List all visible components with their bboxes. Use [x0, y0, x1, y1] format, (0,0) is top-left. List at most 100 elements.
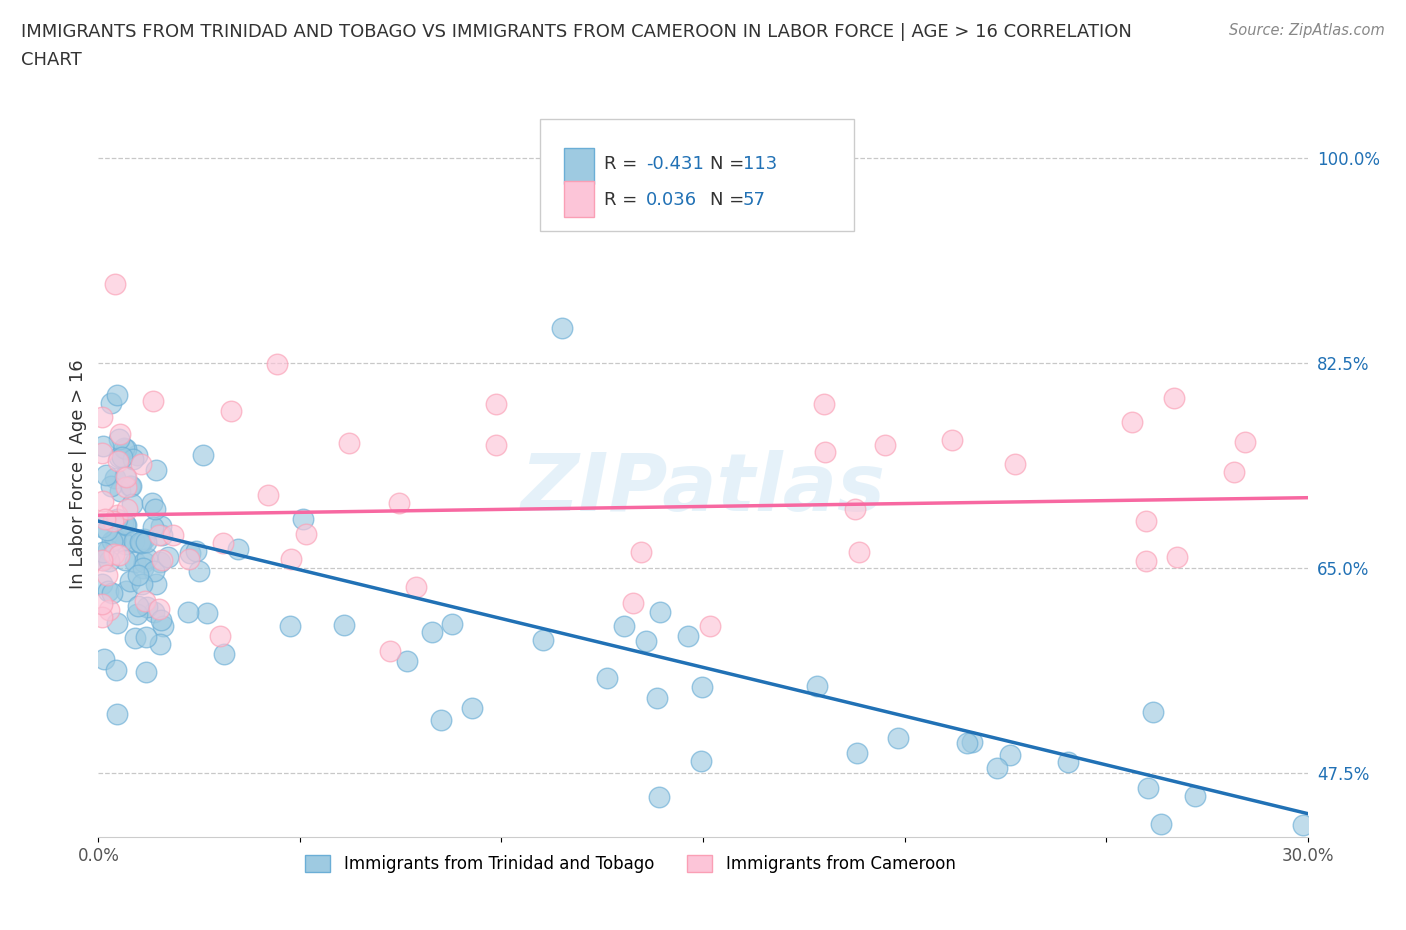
Point	[135, 551, 157, 565]
Point	[485, 396, 508, 411]
Point	[1000, 748, 1022, 763]
Point	[814, 445, 837, 459]
Point	[647, 790, 669, 804]
Point	[101, 534, 124, 549]
Point	[395, 654, 418, 669]
Point	[941, 432, 963, 447]
Text: R =: R =	[603, 191, 643, 209]
Point	[94, 512, 117, 526]
Point	[256, 487, 278, 502]
FancyBboxPatch shape	[564, 180, 595, 217]
Point	[97, 542, 120, 557]
Point	[120, 478, 142, 493]
Point	[226, 542, 249, 557]
Point	[114, 469, 136, 484]
Point	[120, 479, 142, 494]
Point	[142, 394, 165, 409]
Point	[100, 479, 122, 494]
Text: 0.036: 0.036	[647, 191, 697, 209]
Point	[111, 534, 134, 549]
Point	[292, 512, 315, 526]
Point	[1233, 434, 1256, 449]
Point	[97, 584, 120, 599]
Point	[136, 600, 159, 615]
Point	[114, 480, 136, 495]
Point	[873, 438, 896, 453]
Point	[111, 515, 134, 530]
Point	[124, 631, 146, 645]
Point	[621, 595, 644, 610]
Point	[378, 644, 401, 659]
FancyBboxPatch shape	[540, 119, 855, 232]
Point	[177, 604, 200, 619]
Point	[955, 736, 977, 751]
Point	[111, 449, 134, 464]
Point	[211, 536, 233, 551]
Point	[294, 527, 316, 542]
Point	[91, 597, 114, 612]
Point	[149, 554, 172, 569]
Point	[150, 553, 173, 568]
Text: 113: 113	[742, 154, 778, 173]
Point	[148, 528, 170, 543]
Point	[96, 467, 118, 482]
Point	[333, 618, 356, 632]
Point	[1166, 550, 1188, 565]
Point	[596, 671, 619, 685]
Point	[208, 629, 231, 644]
Point	[129, 457, 152, 472]
Point	[960, 735, 983, 750]
Point	[114, 552, 136, 567]
Point	[195, 605, 218, 620]
Point	[149, 637, 172, 652]
Point	[986, 761, 1008, 776]
Point	[184, 543, 207, 558]
Point	[129, 536, 152, 551]
Point	[699, 618, 721, 633]
Point	[120, 573, 142, 588]
Point	[690, 679, 713, 694]
Point	[630, 544, 652, 559]
Point	[135, 630, 157, 644]
Point	[91, 438, 114, 453]
Point	[105, 508, 128, 523]
Point	[114, 517, 136, 532]
Text: IMMIGRANTS FROM TRINIDAD AND TOBAGO VS IMMIGRANTS FROM CAMEROON IN LABOR FORCE |: IMMIGRANTS FROM TRINIDAD AND TOBAGO VS I…	[21, 23, 1132, 41]
Point	[690, 753, 713, 768]
Point	[648, 604, 671, 619]
Point	[150, 528, 173, 543]
Point	[115, 502, 138, 517]
Point	[179, 551, 201, 566]
Point	[104, 471, 127, 485]
Point	[105, 707, 128, 722]
Point	[93, 651, 115, 666]
Point	[1223, 464, 1246, 479]
Text: ZIPatlas: ZIPatlas	[520, 450, 886, 528]
Y-axis label: In Labor Force | Age > 16: In Labor Force | Age > 16	[69, 360, 87, 589]
Point	[1163, 391, 1185, 405]
Point	[531, 632, 554, 647]
Point	[145, 501, 167, 516]
Point	[101, 514, 124, 529]
Point	[115, 470, 138, 485]
Point	[613, 618, 636, 633]
Point	[107, 453, 129, 468]
Point	[124, 555, 146, 570]
Point	[645, 690, 668, 705]
Point	[100, 396, 122, 411]
Point	[212, 646, 235, 661]
Point	[162, 528, 184, 543]
Point	[149, 613, 172, 628]
Point	[1135, 553, 1157, 568]
Point	[886, 730, 908, 745]
Point	[121, 496, 143, 511]
Point	[142, 564, 165, 578]
Point	[420, 624, 443, 639]
Point	[91, 577, 114, 591]
Point	[676, 629, 699, 644]
Point	[219, 404, 242, 418]
Text: -0.431: -0.431	[647, 154, 704, 173]
Point	[813, 397, 835, 412]
Point	[114, 583, 136, 598]
Point	[157, 550, 180, 565]
